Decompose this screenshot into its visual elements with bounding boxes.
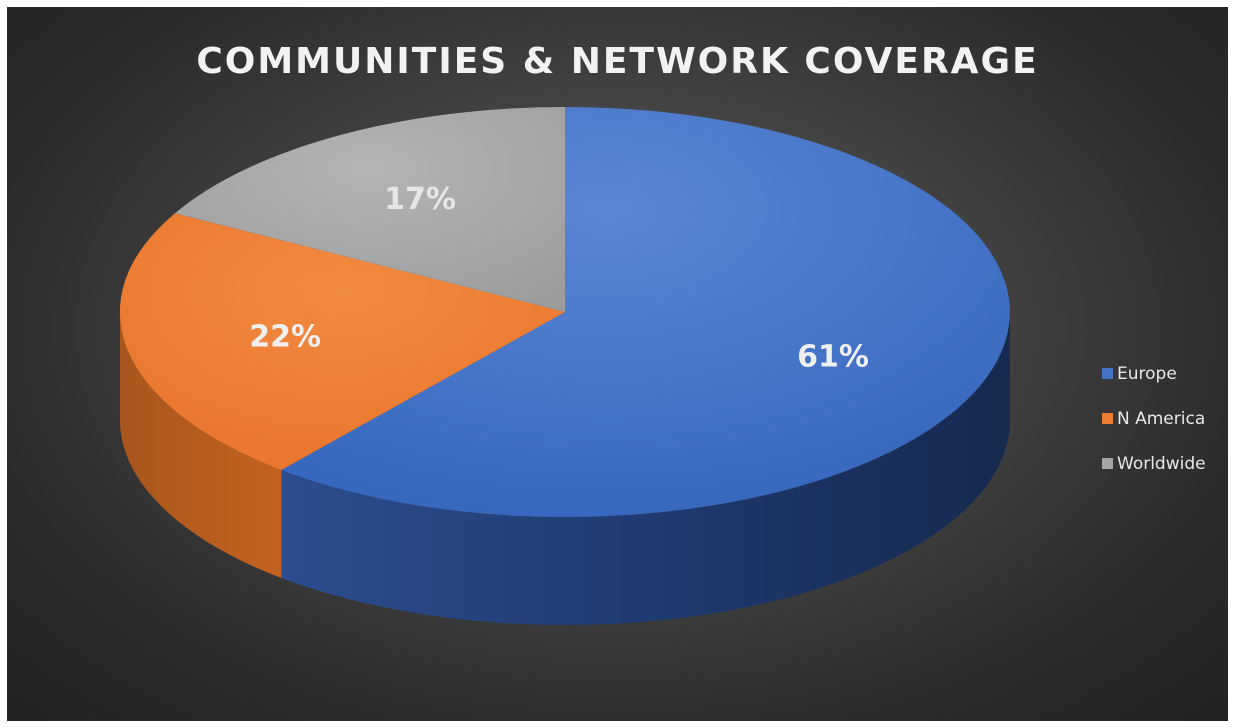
legend-swatch-europe <box>1102 368 1113 379</box>
legend-label-worldwide: Worldwide <box>1117 453 1206 474</box>
legend-item-europe[interactable]: Europe <box>1102 351 1228 396</box>
pie-slices <box>119 107 1010 517</box>
legend-label-europe: Europe <box>1117 363 1177 384</box>
pie-chart: 61% 22% 17% <box>119 107 1010 625</box>
slice-n-america[interactable] <box>119 213 566 470</box>
slice-europe[interactable] <box>281 107 1010 517</box>
legend-item-n-america[interactable]: N America <box>1102 396 1228 441</box>
chart-area: COMMUNITIES & NETWORK COVERAGE <box>7 7 1228 721</box>
legend-item-worldwide[interactable]: Worldwide <box>1102 441 1228 486</box>
chart-title: COMMUNITIES & NETWORK COVERAGE <box>196 41 1039 82</box>
slice-worldwide[interactable] <box>175 107 565 312</box>
slice-side-n-america <box>120 312 282 578</box>
slice-side-europe <box>281 312 1010 625</box>
pie-data-labels: 61% 22% 17% <box>249 182 869 374</box>
data-label-worldwide: 17% <box>384 182 456 217</box>
data-label-n-america: 22% <box>249 320 321 355</box>
data-label-europe: 61% <box>797 339 869 374</box>
pie-sides <box>120 312 1010 625</box>
legend-swatch-worldwide <box>1102 458 1113 469</box>
legend-swatch-n-america <box>1102 413 1113 424</box>
legend: Europe N America Worldwide <box>1102 351 1228 486</box>
legend-label-n-america: N America <box>1117 408 1206 429</box>
